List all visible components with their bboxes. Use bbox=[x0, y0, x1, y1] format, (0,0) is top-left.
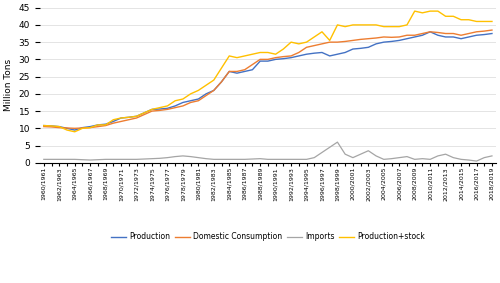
Production+stock bbox=[41, 124, 47, 127]
Domestic Consumption bbox=[280, 55, 286, 58]
Line: Imports: Imports bbox=[44, 142, 492, 161]
Imports bbox=[489, 154, 495, 158]
Production bbox=[72, 128, 78, 132]
Production bbox=[164, 107, 170, 110]
Domestic Consumption bbox=[118, 120, 124, 123]
Production bbox=[373, 42, 379, 46]
Imports bbox=[373, 154, 379, 158]
Production+stock bbox=[412, 9, 418, 13]
Imports bbox=[474, 159, 480, 163]
Production+stock bbox=[56, 125, 62, 128]
Production bbox=[489, 32, 495, 35]
Production bbox=[427, 30, 433, 33]
Legend: Production, Domestic Consumption, Imports, Production+stock: Production, Domestic Consumption, Import… bbox=[108, 229, 428, 244]
Imports bbox=[156, 156, 162, 160]
Line: Production: Production bbox=[44, 32, 492, 130]
Imports bbox=[41, 158, 47, 161]
Y-axis label: Million Tons: Million Tons bbox=[4, 59, 13, 111]
Line: Domestic Consumption: Domestic Consumption bbox=[44, 30, 492, 128]
Imports bbox=[110, 158, 116, 161]
Domestic Consumption bbox=[56, 126, 62, 129]
Production bbox=[95, 123, 101, 127]
Imports bbox=[334, 140, 340, 144]
Domestic Consumption bbox=[95, 125, 101, 128]
Production+stock bbox=[164, 104, 170, 108]
Production+stock bbox=[373, 23, 379, 27]
Domestic Consumption bbox=[41, 125, 47, 128]
Production bbox=[118, 116, 124, 120]
Domestic Consumption bbox=[489, 28, 495, 32]
Production+stock bbox=[280, 47, 286, 51]
Imports bbox=[87, 158, 93, 162]
Domestic Consumption bbox=[373, 36, 379, 40]
Line: Production+stock: Production+stock bbox=[44, 11, 492, 132]
Production+stock bbox=[72, 130, 78, 134]
Production+stock bbox=[489, 20, 495, 23]
Domestic Consumption bbox=[164, 108, 170, 111]
Imports bbox=[272, 158, 278, 161]
Production bbox=[280, 57, 286, 60]
Production+stock bbox=[118, 116, 124, 120]
Imports bbox=[56, 158, 62, 161]
Production bbox=[56, 125, 62, 128]
Production+stock bbox=[95, 123, 101, 127]
Production bbox=[41, 124, 47, 127]
Domestic Consumption bbox=[72, 127, 78, 130]
